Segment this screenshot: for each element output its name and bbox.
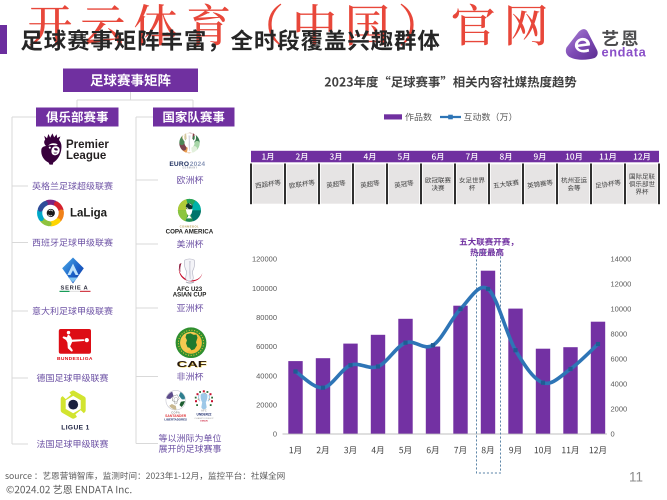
svg-text:80000: 80000 — [256, 313, 277, 322]
svg-text:14000: 14000 — [611, 255, 632, 264]
svg-text:10000: 10000 — [611, 305, 632, 314]
svg-text:LIBERTADORES: LIBERTADORES — [164, 417, 187, 421]
svg-text:0: 0 — [273, 430, 277, 439]
svg-text:LaLiga: LaLiga — [70, 208, 108, 220]
svg-text:2024: 2024 — [190, 161, 206, 168]
svg-text:20000: 20000 — [256, 400, 277, 409]
svg-text:EURO: EURO — [169, 161, 189, 168]
svg-text:League: League — [66, 150, 106, 162]
svg-text:COPA AMERICA: COPA AMERICA — [166, 229, 214, 236]
svg-text:CAF: CAF — [177, 360, 207, 369]
svg-text:ASIAN CUP: ASIAN CUP — [173, 291, 207, 298]
svg-text:8000: 8000 — [611, 330, 628, 339]
svg-text:2000: 2000 — [611, 405, 628, 414]
svg-text:SERIE A: SERIE A — [61, 285, 89, 291]
svg-text:AFC: AFC — [201, 410, 207, 413]
svg-text:12000: 12000 — [611, 280, 632, 289]
svg-text:GERMANY: GERMANY — [182, 167, 197, 170]
svg-text:SANTANDER: SANTANDER — [165, 414, 187, 418]
svg-text:120000: 120000 — [252, 255, 277, 264]
svg-text:0: 0 — [611, 430, 615, 439]
svg-text:6000: 6000 — [611, 355, 628, 364]
svg-text:UNDER22: UNDER22 — [197, 412, 212, 416]
svg-text:OMAN: OMAN — [200, 419, 208, 422]
svg-text:100000: 100000 — [252, 284, 277, 293]
svg-text:LIGUE 1: LIGUE 1 — [61, 425, 89, 432]
svg-text:4000: 4000 — [611, 380, 628, 389]
svg-text:BUNDESLIGA: BUNDESLIGA — [57, 356, 93, 362]
svg-text:AFC U23: AFC U23 — [177, 286, 203, 293]
svg-text:11: 11 — [629, 470, 643, 485]
svg-text:Premier: Premier — [66, 139, 109, 151]
svg-text:40000: 40000 — [256, 371, 277, 380]
svg-text:60000: 60000 — [256, 342, 277, 351]
svg-text:CAF: CAF — [177, 360, 207, 369]
svg-text:CHAMPIONSHIP: CHAMPIONSHIP — [194, 417, 214, 420]
svg-text:endata: endata — [602, 45, 647, 60]
svg-text:COPA: COPA — [171, 411, 180, 415]
svg-text:CONMEBOL: CONMEBOL — [180, 224, 200, 228]
